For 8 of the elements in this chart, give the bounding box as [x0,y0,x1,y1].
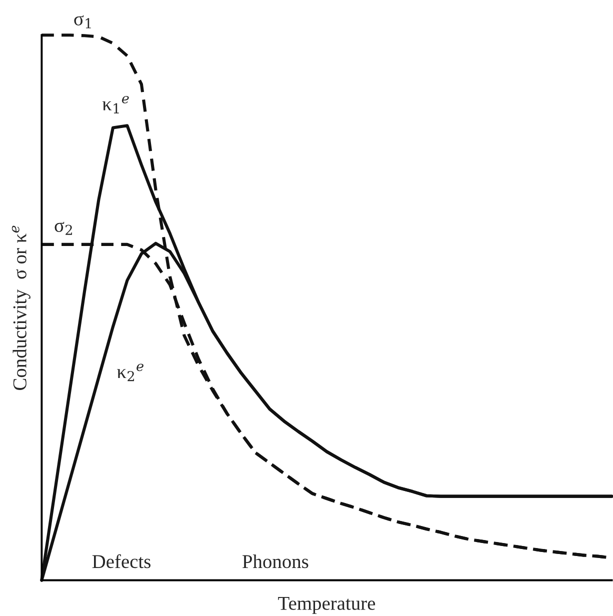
series-label: σ$_{1}$ [74,15,91,28]
annotation: Defects [92,554,150,568]
series-label: κ$_{1}$$^{e}$ [102,96,129,114]
x-axis-title: Temperature [278,597,376,614]
series-label: κ$_{2}$$^{e}$ [117,364,144,382]
series-label: σ$_{2}$ [54,222,72,235]
y-axis-title: Conductivity σ or κ$^{e}$ [12,226,30,390]
annotation: Phonons [242,554,308,568]
